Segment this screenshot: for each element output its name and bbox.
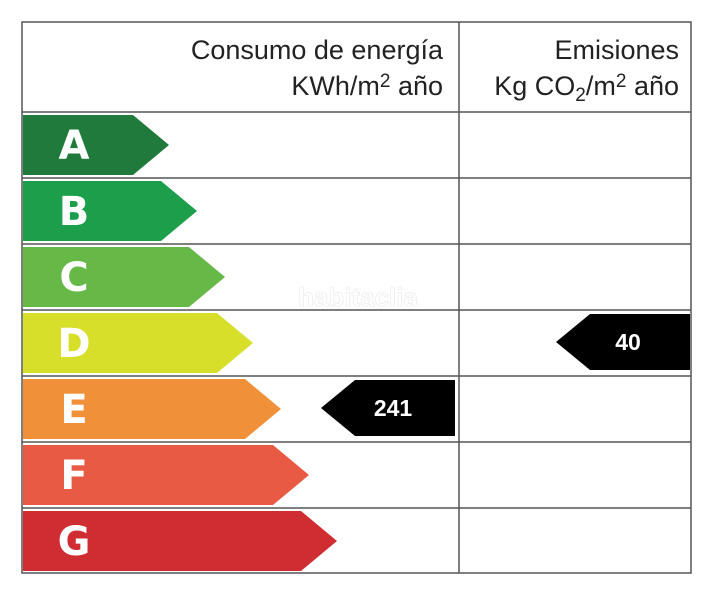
row-lines — [22, 111, 691, 509]
rating-arrow-f — [23, 445, 309, 505]
rating-letter-b: B — [59, 189, 90, 235]
chart-frame — [21, 21, 692, 574]
emissions-value-pointer-value: 40 — [615, 329, 641, 355]
rating-arrow-b — [23, 181, 197, 241]
rating-arrow-d — [23, 313, 253, 373]
rating-letter-f: F — [60, 453, 87, 499]
rating-arrow-g — [23, 511, 337, 571]
energy-unit-sup: 2 — [380, 71, 391, 92]
emissions-header-line2: Kg CO2/m2 año — [494, 71, 679, 106]
rating-bar-a: A — [23, 115, 169, 175]
emissions-value-pointer: 40 — [556, 314, 690, 370]
value-pointers: 241 40 — [321, 314, 690, 436]
rating-bar-b: B — [23, 181, 197, 241]
rating-letter-d: D — [57, 321, 90, 367]
energy-unit-main: KWh/m — [291, 71, 380, 101]
rating-bar-c: C — [23, 247, 225, 307]
emissions-unit-b: /m — [586, 71, 616, 101]
rating-bar-e: E — [23, 379, 281, 439]
rating-bar-g: G — [23, 511, 337, 571]
rating-bar-f: F — [23, 445, 309, 505]
rating-arrow-a — [23, 115, 169, 175]
emissions-unit-sup: 2 — [616, 71, 627, 92]
rating-letter-g: G — [58, 519, 91, 565]
energy-value-pointer-value: 241 — [374, 395, 413, 421]
energy-header-line2: KWh/m2 año — [291, 71, 443, 101]
rating-arrow-c — [23, 247, 225, 307]
rating-arrow-e — [23, 379, 281, 439]
emissions-value-pointer-shape — [556, 314, 690, 370]
energy-value-pointer: 241 — [321, 380, 455, 436]
rating-bar-d: D — [23, 313, 253, 373]
watermark-logo: habitaclia — [298, 282, 418, 312]
emissions-unit-a: Kg CO — [494, 71, 575, 101]
energy-value-pointer-shape — [321, 380, 455, 436]
rating-letter-e: E — [60, 387, 87, 433]
energy-unit-tail: año — [390, 71, 443, 101]
emissions-header-line1: Emisiones — [554, 35, 679, 65]
rating-letter-a: A — [59, 123, 90, 169]
rating-letter-c: C — [59, 255, 88, 301]
emissions-unit-sub: 2 — [575, 85, 586, 106]
emissions-unit-tail: año — [626, 71, 679, 101]
energy-header-line1: Consumo de energía — [191, 35, 444, 65]
